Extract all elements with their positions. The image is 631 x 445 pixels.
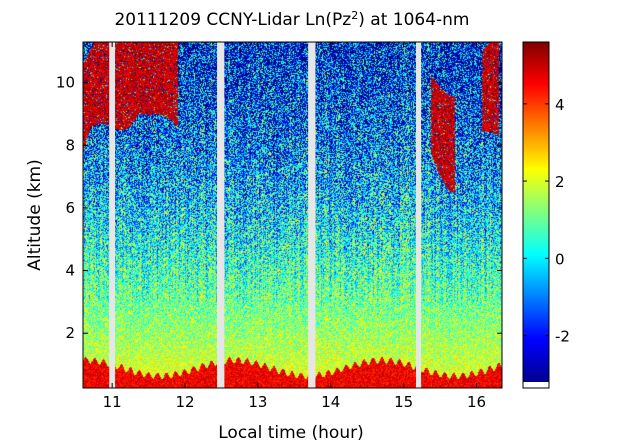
title-suffix: ) at 1064-nm [358, 10, 469, 30]
y-axis-label: Altitude (km) [25, 159, 45, 271]
y-tick-label: 6 [65, 199, 75, 217]
colorbar-frame [522, 41, 550, 389]
data-gaps [109, 42, 422, 388]
y-tick-label: 4 [65, 262, 75, 280]
colorbar-tick-label: 4 [555, 96, 565, 114]
colorbar-gradient [523, 42, 549, 382]
x-tick-label: 14 [321, 393, 340, 411]
heatmap-canvas [83, 42, 502, 388]
title-prefix: 20111209 CCNY-Lidar Ln(Pz [114, 10, 351, 30]
x-tick-label: 13 [248, 393, 267, 411]
colorbar-tick-label: -2 [555, 328, 570, 346]
title: 20111209 CCNY-Lidar Ln(Pz2) at 1064-nm [114, 9, 469, 31]
svg-text:20111209 CCNY-Lidar Ln(Pz2) at: 20111209 CCNY-Lidar Ln(Pz2) at 1064-nm [114, 9, 469, 31]
colorbar-tick-label: 0 [555, 250, 565, 268]
y-tick-label: 8 [65, 136, 75, 154]
data-gap [217, 42, 225, 388]
y-axis: 2 4 6 8 10 [56, 74, 502, 342]
x-tick-label: 16 [467, 393, 486, 411]
x-tick-label: 15 [394, 393, 413, 411]
y-tick-label: 2 [65, 324, 75, 342]
data-gap [416, 42, 422, 388]
y-tick-label: 10 [56, 74, 75, 92]
x-tick-label: 12 [175, 393, 194, 411]
heatmap [83, 42, 502, 388]
colorbar-end [523, 382, 549, 388]
x-tick-label: 11 [103, 393, 122, 411]
colorbar: -2 0 2 4 [522, 41, 570, 389]
title-exponent: 2 [351, 9, 358, 22]
colorbar-tick-label: 2 [555, 173, 565, 191]
data-gap [308, 42, 316, 388]
data-gap [109, 42, 116, 388]
x-axis: 11 12 13 14 15 16 [103, 42, 486, 411]
x-axis-label: Local time (hour) [218, 423, 363, 443]
plot-frame [82, 41, 503, 389]
colorbar-ticks: -2 0 2 4 [523, 96, 570, 346]
